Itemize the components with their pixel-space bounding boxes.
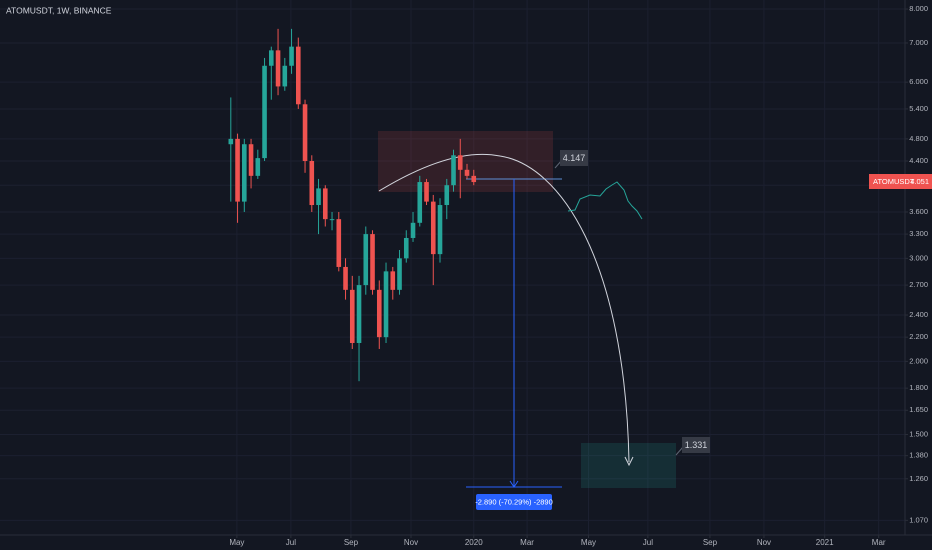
candle-body bbox=[316, 188, 321, 206]
candle-body bbox=[457, 155, 463, 170]
grid bbox=[0, 0, 905, 535]
y-tick-label: 4.800 bbox=[909, 134, 928, 143]
y-tick-label: 3.000 bbox=[909, 253, 928, 262]
projection-curve bbox=[378, 153, 630, 463]
candle-body bbox=[410, 222, 416, 238]
candle-body bbox=[390, 271, 396, 290]
measure-box bbox=[476, 494, 552, 510]
candle-body bbox=[437, 205, 443, 255]
candle-body bbox=[268, 50, 274, 66]
label-box bbox=[560, 150, 588, 166]
x-tick-label: Sep bbox=[703, 538, 718, 547]
candle-body bbox=[262, 65, 267, 159]
price-badge-value: 4.051 bbox=[910, 177, 929, 186]
candle-body bbox=[248, 144, 254, 176]
candle-body bbox=[282, 65, 288, 87]
candle-body bbox=[349, 289, 355, 343]
y-tick-label: 8.000 bbox=[909, 4, 928, 13]
candle-body bbox=[370, 234, 375, 290]
x-tick-label: Mar bbox=[872, 538, 886, 547]
candle-body bbox=[383, 271, 389, 338]
candle-body bbox=[255, 158, 261, 176]
candle-body bbox=[444, 185, 450, 206]
y-tick-label: 1.380 bbox=[909, 451, 928, 460]
candle-body bbox=[376, 289, 382, 338]
x-tick-label: Jul bbox=[286, 538, 296, 547]
x-tick-label: 2021 bbox=[816, 538, 834, 547]
candle-body bbox=[464, 169, 470, 176]
y-tick-label: 5.400 bbox=[909, 104, 928, 113]
candle-body bbox=[343, 266, 348, 290]
candle-body bbox=[302, 104, 308, 161]
y-tick-label: 2.200 bbox=[909, 332, 928, 341]
candle-body bbox=[451, 155, 456, 186]
x-tick-label: May bbox=[229, 538, 244, 547]
axes: 8.0007.0006.0005.4004.8004.4004.0003.600… bbox=[229, 4, 928, 547]
y-tick-label: 2.000 bbox=[909, 356, 928, 365]
entry-label: 4.147 bbox=[563, 153, 586, 163]
candle-body bbox=[363, 234, 369, 286]
y-tick-label: 1.500 bbox=[909, 429, 928, 438]
target-label: 1.331 bbox=[685, 440, 708, 450]
y-tick-label: 4.400 bbox=[909, 156, 928, 165]
candle-body bbox=[228, 138, 234, 145]
x-tick-label: Nov bbox=[757, 538, 771, 547]
candle-body bbox=[242, 144, 247, 202]
resistance-zone bbox=[378, 131, 553, 192]
price-badge bbox=[869, 174, 932, 189]
candle-body bbox=[289, 46, 294, 66]
candle-body bbox=[417, 182, 423, 223]
price-badge-symbol: ATOMUSDT bbox=[873, 177, 915, 186]
candles bbox=[228, 28, 477, 382]
x-tick-label: May bbox=[581, 538, 596, 547]
y-tick-label: 2.400 bbox=[909, 310, 928, 319]
y-tick-label: 3.300 bbox=[909, 229, 928, 238]
y-tick-label: 7.000 bbox=[909, 38, 928, 47]
candle-body bbox=[471, 175, 477, 183]
y-tick-label: 6.000 bbox=[909, 77, 928, 86]
x-tick-label: Sep bbox=[344, 538, 359, 547]
candle-body bbox=[309, 160, 315, 206]
candle-body bbox=[235, 138, 240, 202]
y-tick-label: 1.800 bbox=[909, 383, 928, 392]
x-tick-label: Mar bbox=[520, 538, 534, 547]
y-tick-label: 1.650 bbox=[909, 405, 928, 414]
candle-body bbox=[356, 285, 362, 343]
projection-arrow bbox=[624, 456, 634, 467]
y-tick-label: 1.260 bbox=[909, 474, 928, 483]
x-tick-label: 2020 bbox=[465, 538, 483, 547]
ghost-feed bbox=[567, 181, 643, 220]
candle-body bbox=[336, 219, 342, 267]
label-box bbox=[682, 437, 710, 453]
measure-label: -2.890 (-70.29%) -2890 bbox=[475, 497, 553, 506]
candle-body bbox=[430, 201, 436, 255]
candle-body bbox=[329, 219, 335, 221]
candle-body bbox=[397, 258, 402, 290]
y-tick-label: 1.070 bbox=[909, 515, 928, 524]
candle-body bbox=[295, 46, 301, 105]
callout-line bbox=[675, 446, 684, 456]
candle-body bbox=[403, 237, 409, 259]
x-tick-label: Nov bbox=[404, 538, 418, 547]
candle-body bbox=[322, 188, 328, 220]
y-tick-label: 3.600 bbox=[909, 207, 928, 216]
candle-body bbox=[424, 182, 429, 202]
candle-body bbox=[275, 50, 281, 87]
y-tick-label: 2.700 bbox=[909, 280, 928, 289]
chart-title: ATOMUSDT, 1W, BINANCE bbox=[6, 5, 112, 15]
x-tick-label: Jul bbox=[643, 538, 653, 547]
